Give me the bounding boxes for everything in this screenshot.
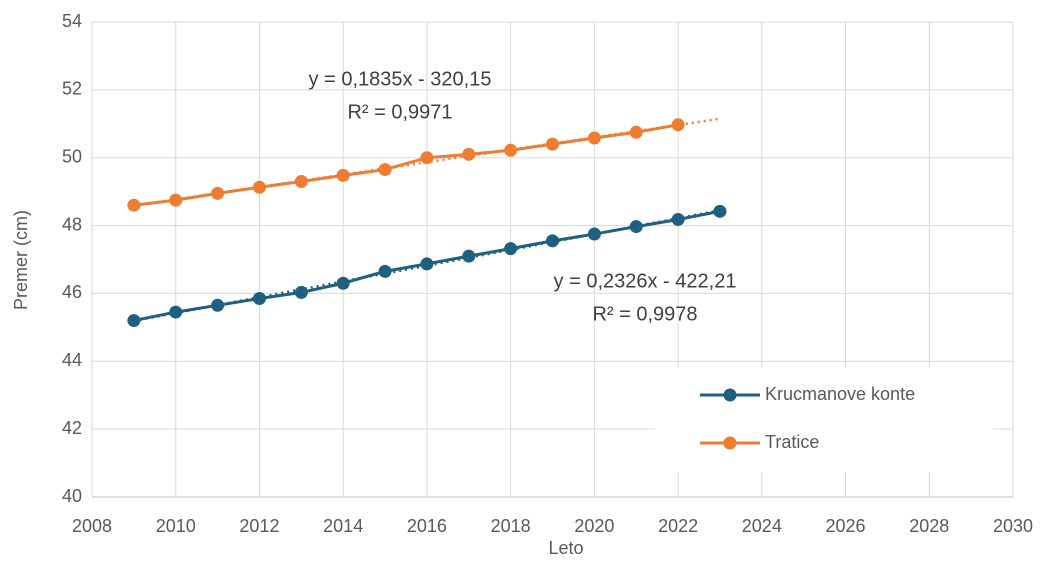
- y-tick-label: 54: [62, 11, 82, 31]
- marker: [169, 305, 183, 319]
- marker: [211, 186, 225, 200]
- marker: [211, 298, 225, 312]
- x-tick-label: 2016: [407, 516, 447, 536]
- marker: [294, 174, 308, 188]
- series-line: [133, 123, 679, 207]
- marker: [294, 285, 308, 299]
- marker: [671, 212, 685, 226]
- marker: [378, 264, 392, 278]
- marker: [462, 249, 476, 263]
- x-tick-label: 2024: [742, 516, 782, 536]
- y-tick-label: 52: [62, 79, 82, 99]
- marker: [252, 180, 266, 194]
- x-axis-title: Leto: [548, 538, 583, 558]
- marker: [587, 227, 601, 241]
- marker: [504, 143, 518, 157]
- x-tick-label: 2022: [658, 516, 698, 536]
- marker: [336, 276, 350, 290]
- marker: [127, 198, 141, 212]
- trend-r2: R² = 0,9978: [592, 303, 697, 325]
- x-tick-label: 2028: [909, 516, 949, 536]
- x-tick-label: 2026: [826, 516, 866, 536]
- y-tick-label: 50: [62, 146, 82, 166]
- y-tick-label: 42: [62, 418, 82, 438]
- y-tick-label: 44: [62, 350, 82, 370]
- marker: [546, 137, 559, 151]
- y-axis-title: Premer (cm): [11, 210, 31, 310]
- x-tick-label: 2030: [993, 516, 1033, 536]
- x-tick-label: 2012: [239, 516, 279, 536]
- trend-equation: y = 0,2326x - 422,21: [554, 270, 737, 292]
- marker: [504, 242, 518, 256]
- marker: [671, 118, 685, 132]
- marker: [462, 147, 476, 161]
- marker: [420, 151, 434, 165]
- legend-box: [655, 368, 993, 472]
- marker: [169, 193, 183, 207]
- y-tick-label: 46: [62, 282, 82, 302]
- trend-r2: R² = 0,9971: [347, 101, 452, 123]
- marker: [713, 204, 727, 218]
- marker: [336, 168, 350, 182]
- x-tick-label: 2008: [72, 516, 112, 536]
- y-tick-label: 48: [62, 214, 82, 234]
- marker: [629, 125, 643, 139]
- marker: [587, 131, 601, 145]
- marker: [546, 234, 559, 248]
- x-tick-label: 2010: [156, 516, 196, 536]
- y-tick-label: 40: [62, 486, 82, 506]
- legend-marker: [723, 388, 737, 402]
- marker: [629, 220, 643, 234]
- x-tick-label: 2020: [574, 516, 614, 536]
- trend-equation: y = 0,1835x - 320,15: [309, 68, 492, 90]
- legend-label: Tratice: [765, 432, 819, 452]
- marker: [252, 292, 266, 306]
- legend-marker: [723, 436, 737, 450]
- legend-label: Krucmanove konte: [765, 384, 915, 404]
- x-tick-label: 2018: [491, 516, 531, 536]
- marker: [420, 257, 434, 271]
- marker: [378, 163, 392, 177]
- x-tick-label: 2014: [323, 516, 363, 536]
- marker: [127, 314, 141, 328]
